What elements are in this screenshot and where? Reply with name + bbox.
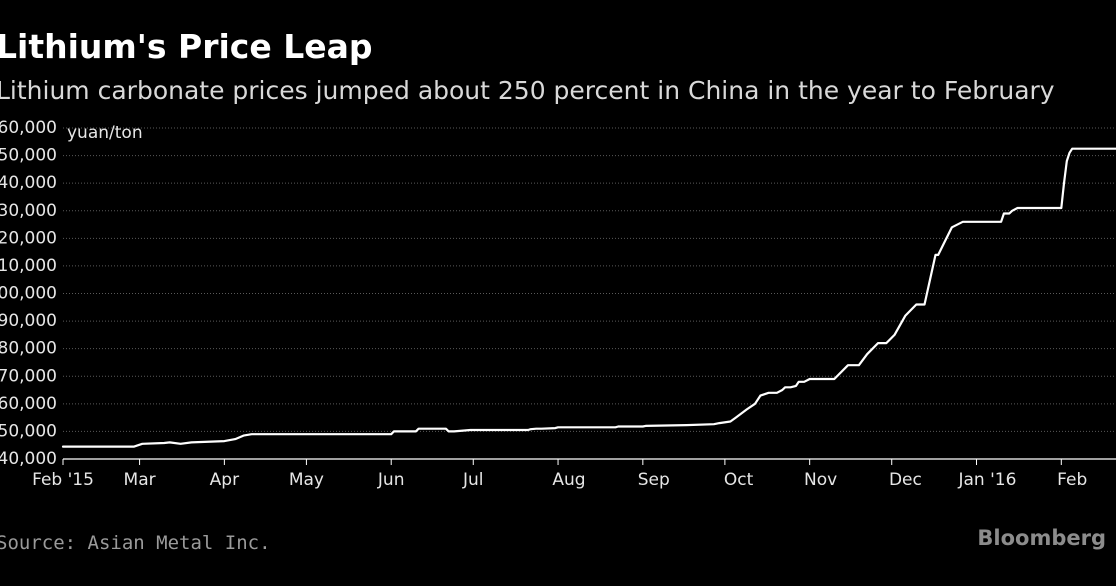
y-tick-label: 140,000 (0, 173, 57, 193)
x-tick-label: Jan '16 (957, 470, 1016, 490)
chart-subtitle: Lithium carbonate prices jumped about 25… (0, 76, 1055, 105)
y-tick-label: 100,000 (0, 284, 57, 304)
y-axis-tick-labels: 160,000 150,000 140,000 130,000 120,000 110,0… (0, 118, 57, 469)
x-axis-tick-labels: Feb '15 Mar Apr May Jun Jul Aug Sep Oct Nov Dec Jan… (32, 470, 1087, 490)
x-tick-label: Dec (889, 470, 922, 490)
x-tick-label: Apr (210, 470, 239, 490)
x-tick-label: Sep (638, 470, 670, 490)
bloomberg-logo: Bloomberg (977, 526, 1106, 550)
y-tick-label: 60,000 (0, 394, 57, 414)
y-tick-label: 110,000 (0, 256, 57, 276)
y-tick-label: 80,000 (0, 339, 57, 359)
y-tick-label: 90,000 (0, 311, 57, 331)
y-tick-label: 130,000 (0, 201, 57, 221)
x-tick-label: Jun (377, 470, 405, 490)
x-tick-label: Mar (124, 470, 156, 490)
chart-title: Lithium's Price Leap (0, 27, 373, 66)
y-axis-unit-label: yuan/ton (67, 123, 143, 143)
source-note: Source: Asian Metal Inc. (0, 532, 271, 554)
x-tick-label: May (289, 470, 324, 490)
price-series-line (61, 147, 1116, 448)
y-tick-label: 150,000 (0, 146, 57, 166)
x-tick-label: Nov (804, 470, 837, 490)
y-tick-label: 40,000 (0, 449, 57, 469)
y-tick-label: 120,000 (0, 228, 57, 248)
y-tick-label: 70,000 (0, 366, 57, 386)
x-tick-label: Feb (1057, 470, 1087, 490)
y-tick-label: 50,000 (0, 421, 57, 441)
x-axis (62, 458, 1116, 465)
x-tick-label: Feb '15 (32, 470, 94, 490)
x-tick-label: Oct (724, 470, 754, 490)
x-tick-label: Jul (462, 470, 484, 490)
grid-lines (63, 127, 1116, 432)
x-tick-label: Aug (552, 470, 585, 490)
y-tick-label: 160,000 (0, 118, 57, 138)
